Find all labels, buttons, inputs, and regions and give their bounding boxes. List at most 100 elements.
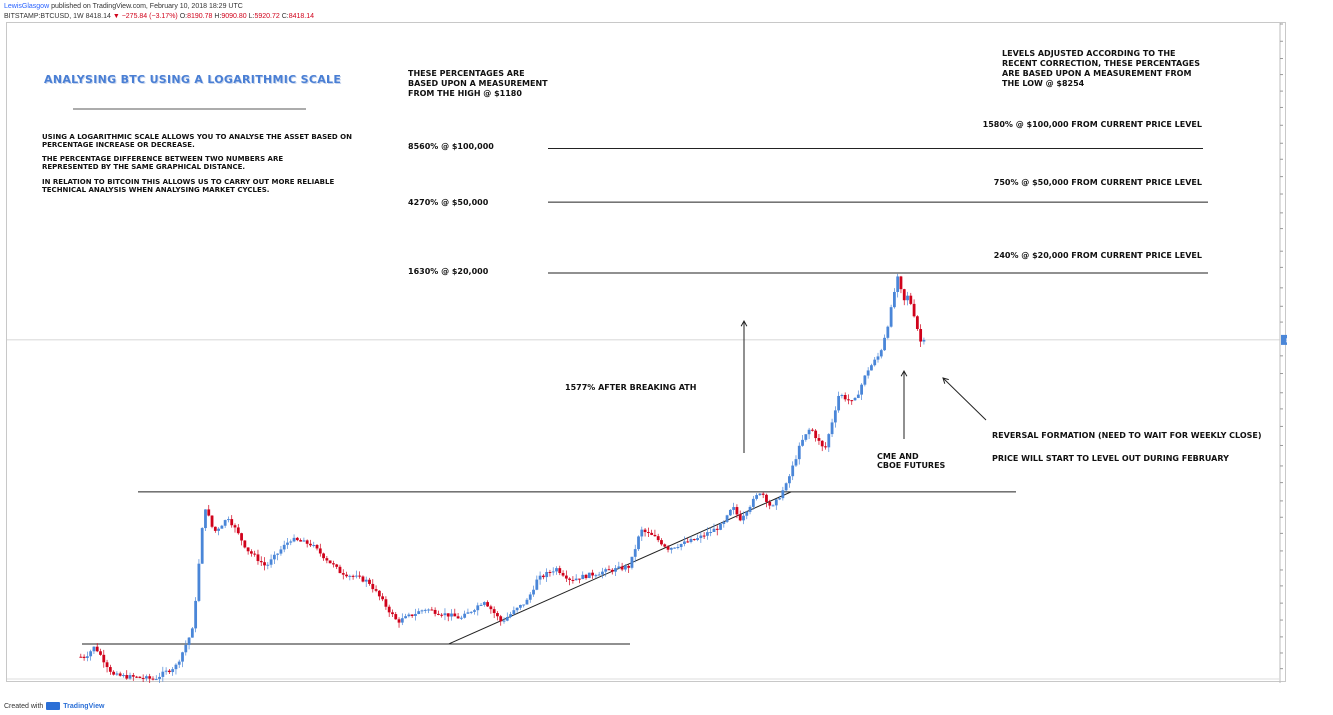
candle-up — [145, 676, 148, 679]
candle-down — [489, 606, 493, 610]
open-label: O: — [179, 13, 188, 20]
candle-up — [187, 637, 191, 645]
candle-up — [597, 574, 601, 576]
candle-up — [181, 652, 184, 662]
candle-up — [640, 529, 644, 537]
chart-title-annotation: ANALYSING BTC USING A LOGARITHMIC SCALE — [44, 73, 342, 86]
reversal-note: REVERSAL FORMATION (NEED TO WAIT FOR WEE… — [992, 431, 1262, 440]
candle-down — [240, 533, 243, 541]
candle-up — [709, 532, 713, 534]
candle-up — [276, 553, 280, 555]
candle-up — [837, 395, 841, 411]
candle-down — [305, 540, 309, 544]
candle-up — [791, 465, 795, 477]
price-chart-svg[interactable]: 500000.00400000.00320000.00260000.002100… — [7, 23, 1287, 683]
pct-high-note: THESE PERCENTAGES ARE BASED UPON A MEASU… — [408, 69, 548, 98]
candle-down — [230, 519, 234, 526]
low-value: 5920.72 — [254, 13, 280, 20]
candle-down — [387, 606, 391, 613]
candle-up — [423, 609, 427, 611]
candle-up — [466, 612, 470, 614]
candle-up — [184, 644, 188, 653]
candle-down — [371, 583, 375, 590]
candle-down — [653, 534, 657, 537]
candle-up — [545, 571, 549, 578]
candle-up — [725, 515, 729, 522]
candle-up — [712, 528, 716, 533]
candle-down — [325, 558, 329, 561]
candle-down — [453, 613, 457, 617]
candle-up — [866, 370, 870, 376]
candle-up — [758, 493, 762, 496]
candle-up — [906, 295, 909, 301]
chart-pane[interactable]: 500000.00400000.00320000.00260000.002100… — [6, 22, 1287, 683]
candle-down — [243, 540, 247, 548]
candle-up — [630, 556, 634, 568]
candle-down — [335, 564, 339, 567]
candle-down — [663, 544, 667, 547]
candle-down — [125, 675, 129, 679]
candle-down — [610, 569, 614, 572]
candle-up — [459, 617, 463, 619]
candle-down — [79, 656, 83, 658]
candle-down — [299, 540, 303, 542]
candle-up — [200, 528, 204, 564]
candle-up — [594, 575, 598, 577]
ath-arrow-head — [740, 319, 748, 327]
candle-up — [833, 410, 837, 423]
close-label: C: — [281, 13, 289, 20]
candle-up — [92, 646, 96, 652]
candle-down — [919, 328, 923, 342]
candle-down — [843, 395, 847, 400]
candle-up — [525, 599, 529, 605]
candle-up — [742, 515, 745, 521]
tradingview-brand[interactable]: TradingView — [63, 702, 105, 710]
candle-up — [197, 563, 201, 601]
candle-down — [167, 670, 171, 673]
candle-up — [532, 589, 535, 595]
candle-up — [479, 604, 483, 606]
candle-down — [433, 609, 437, 614]
candle-up — [190, 628, 194, 638]
candle-up — [354, 575, 358, 577]
candle-down — [374, 589, 378, 591]
candle-down — [368, 579, 371, 584]
candle-down — [213, 526, 217, 531]
candle-down — [82, 656, 86, 658]
candle-down — [761, 493, 765, 495]
candle-down — [410, 614, 414, 616]
candle-down — [456, 616, 460, 619]
candle-up — [751, 498, 755, 507]
candle-down — [738, 514, 742, 521]
candle-up — [272, 554, 276, 560]
candle-up — [706, 532, 709, 536]
candle-up — [633, 549, 637, 557]
candle-up — [502, 620, 506, 622]
candle-up — [794, 459, 798, 466]
candle-up — [892, 291, 896, 308]
candle-down — [646, 532, 650, 534]
candle-up — [161, 671, 165, 677]
author-link[interactable]: LewisGlasgow — [4, 3, 50, 10]
candle-down — [909, 295, 913, 304]
candle-down — [810, 429, 814, 431]
candle-up — [289, 541, 293, 543]
candle-down — [847, 399, 850, 401]
footer-credit: Created with TradingView — [0, 698, 404, 714]
ath-note: 1577% AFTER BREAKING ATH — [565, 383, 697, 392]
candle-up — [581, 574, 585, 580]
candle-up — [830, 422, 834, 435]
candle-up — [400, 618, 404, 623]
candle-down — [322, 553, 325, 559]
candle-down — [358, 575, 362, 577]
candle-up — [443, 613, 447, 616]
candle-down — [377, 590, 381, 597]
candle-down — [817, 438, 821, 441]
candle-down — [564, 575, 568, 579]
candle-down — [440, 614, 444, 616]
candle-up — [89, 651, 93, 657]
candle-down — [102, 654, 106, 663]
candle-up — [555, 568, 558, 572]
candle-down — [548, 571, 552, 573]
open-value: 8190.78 — [187, 13, 213, 20]
